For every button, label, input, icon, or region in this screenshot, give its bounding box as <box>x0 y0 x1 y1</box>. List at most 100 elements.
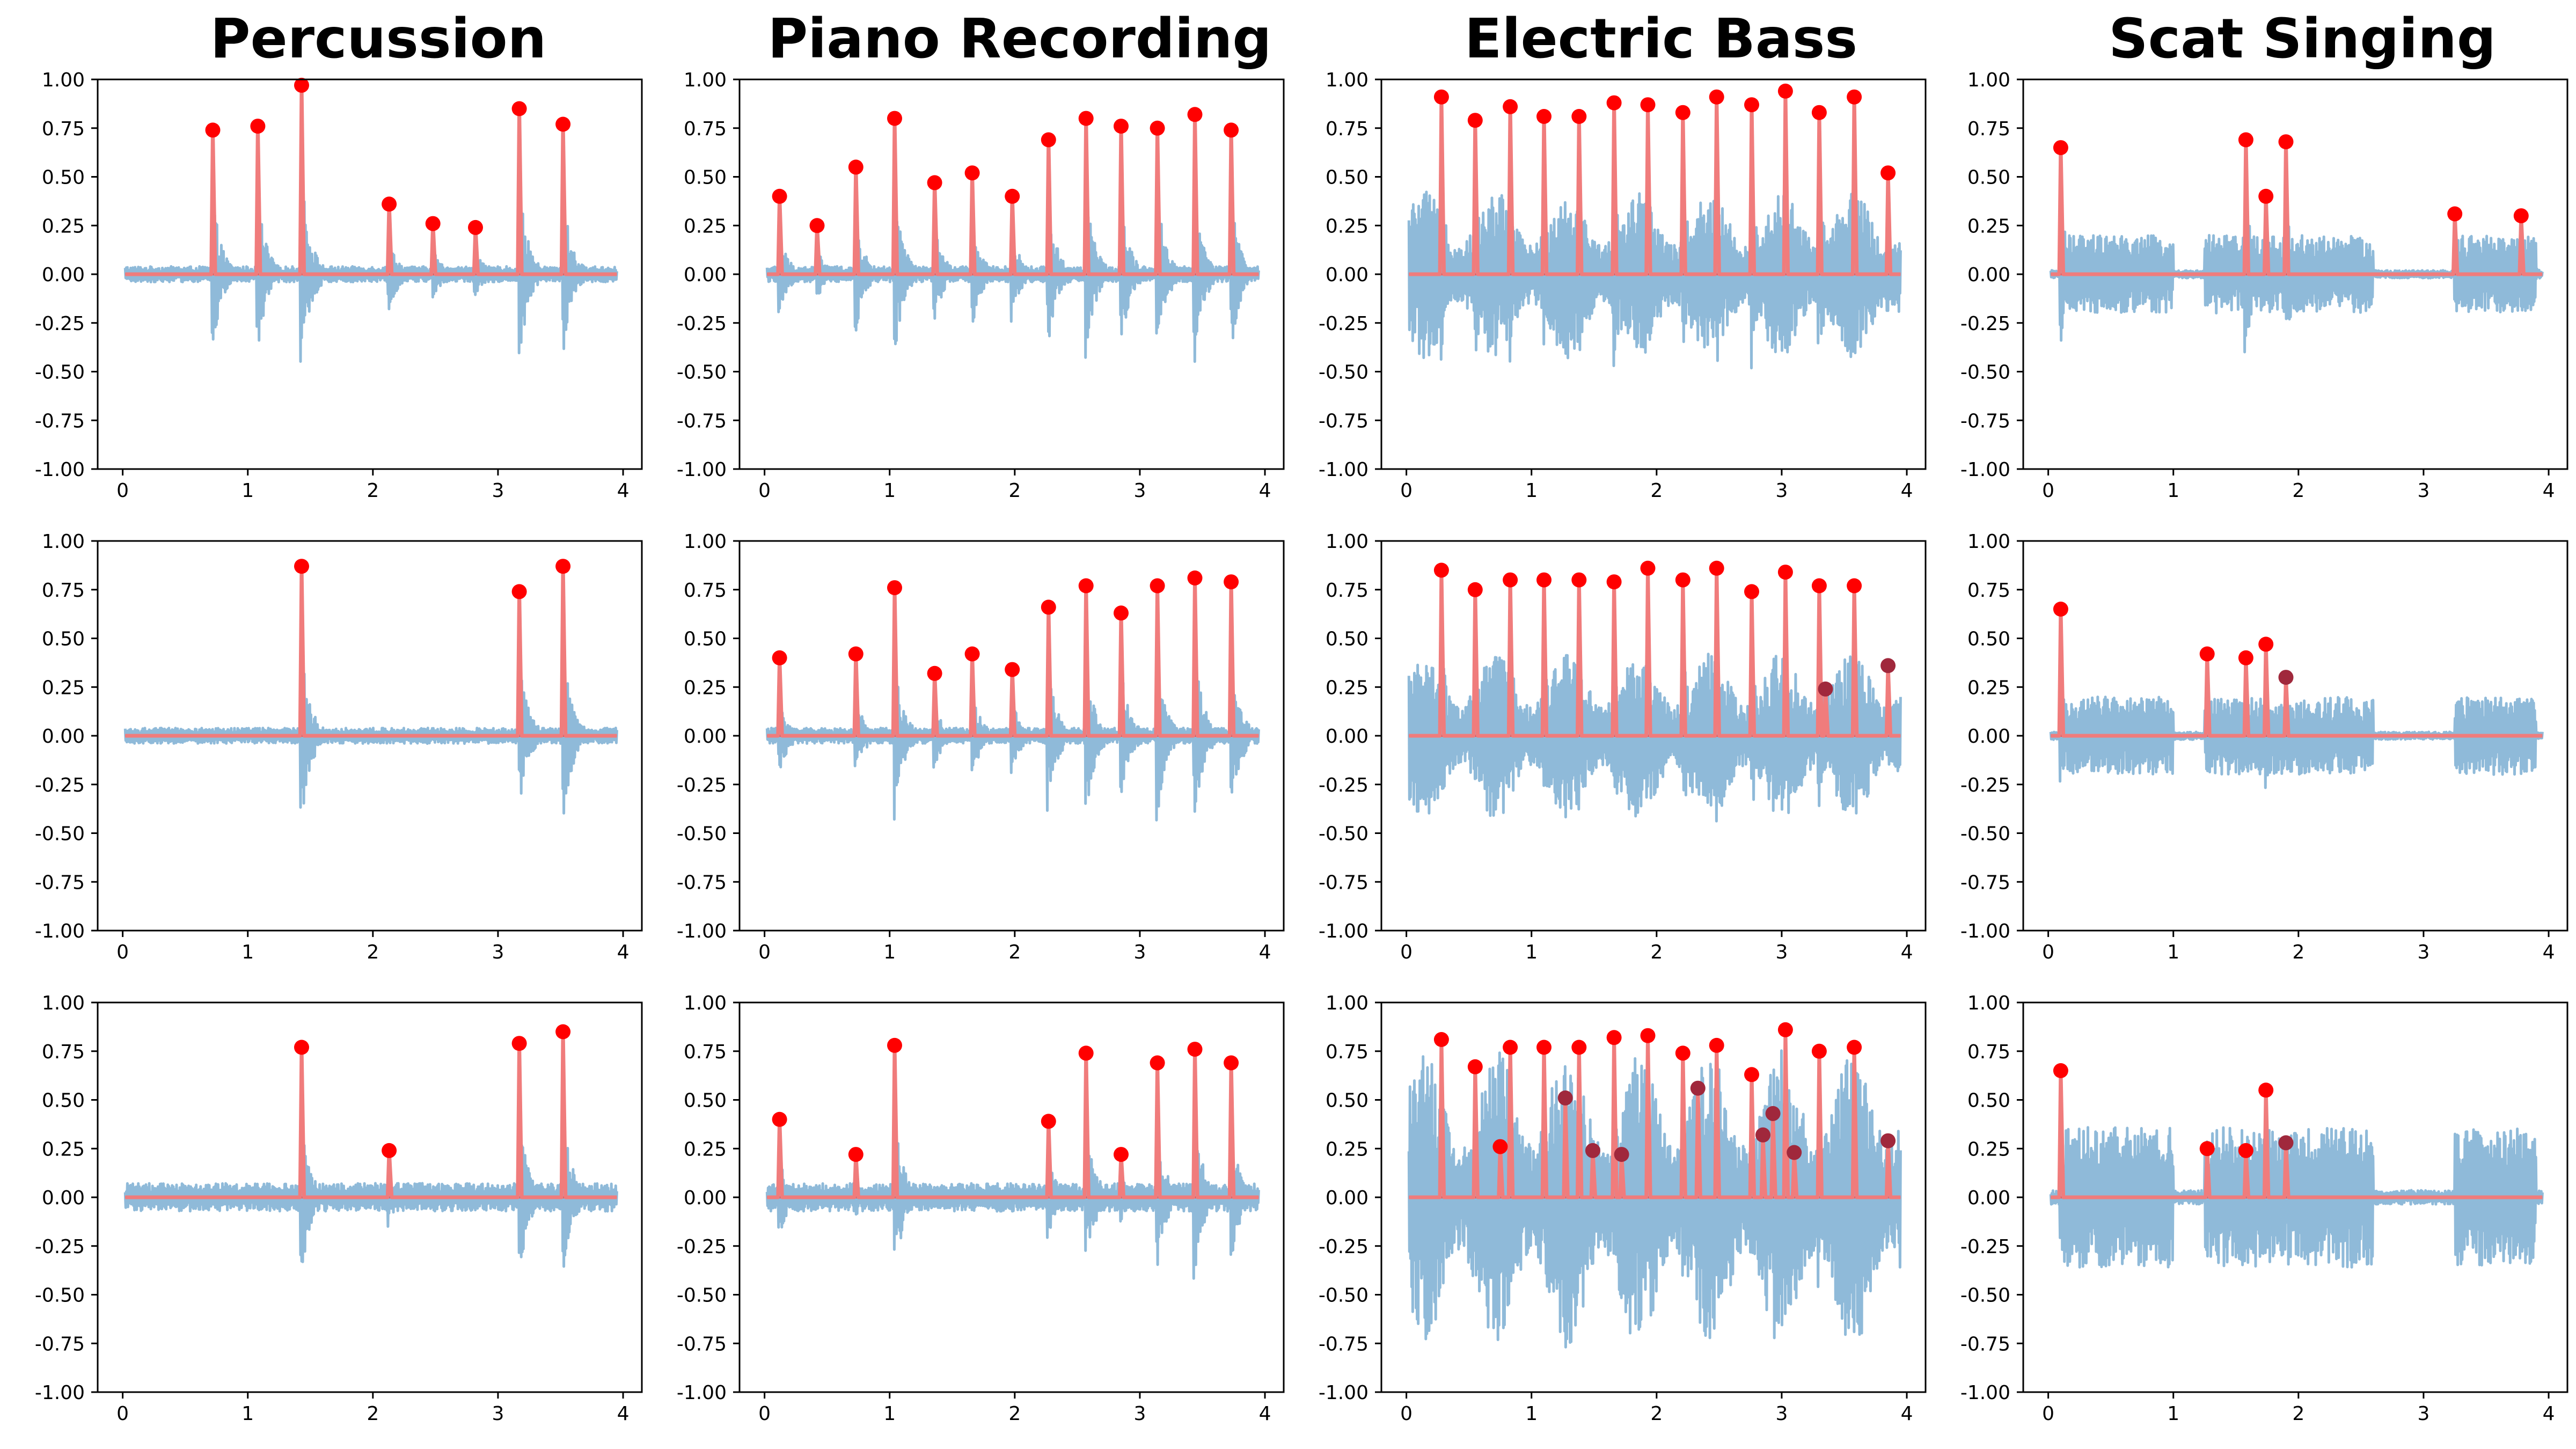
onset-peak-marker <box>1078 1045 1094 1061</box>
x-tick-label: 1 <box>1525 941 1538 963</box>
onset-peak-marker <box>1709 560 1724 576</box>
plot-area <box>765 576 1260 822</box>
x-tick-label: 2 <box>367 480 379 502</box>
x-tick-label: 1 <box>241 480 254 502</box>
plot-area <box>2049 1069 2544 1269</box>
onset-peak-marker <box>511 101 527 116</box>
onset-peak-marker <box>2258 1082 2274 1098</box>
y-tick-label: 0.50 <box>42 1090 85 1112</box>
y-tick-label: 0.00 <box>1326 264 1368 286</box>
y-tick-label: -0.25 <box>1319 774 1368 796</box>
x-tick-label: 4 <box>2543 941 2555 963</box>
onset-envelope-series <box>125 1030 617 1199</box>
x-tick-label: 0 <box>116 480 129 502</box>
y-tick-label: 0.50 <box>684 167 727 189</box>
y-tick-label: 0.25 <box>1326 1138 1368 1160</box>
onset-peak-marker <box>2447 206 2463 222</box>
onset-peak-marker <box>1114 119 1129 134</box>
y-tick-label: 0.50 <box>684 1090 727 1112</box>
y-tick-label: -0.25 <box>1960 313 2010 335</box>
onset-peak-marker <box>2278 670 2294 685</box>
x-tick-label: 1 <box>883 480 896 502</box>
y-tick-label: 0.75 <box>42 580 85 602</box>
y-tick-label: -0.50 <box>35 823 85 845</box>
y-tick-label: -0.25 <box>35 1236 85 1258</box>
onset-peak-marker <box>1709 89 1724 105</box>
onset-peak-marker <box>1503 1040 1518 1055</box>
onset-peak-marker <box>205 122 221 138</box>
x-tick-label: 1 <box>1525 1403 1538 1425</box>
y-tick-label: -0.75 <box>677 1333 727 1355</box>
onset-peak-marker <box>1880 658 1896 674</box>
onset-peak-marker <box>294 559 309 574</box>
y-tick-label: -0.25 <box>1960 774 2010 796</box>
x-tick-label: 2 <box>1650 1403 1663 1425</box>
subplot-r2-c3: 1.00 0.75 0.50 0.25 0.00 -0.25 -0.50 -0.75 -1.00… <box>1960 992 2568 1425</box>
onset-peak-marker <box>2199 1141 2215 1157</box>
onset-peak-marker <box>1536 109 1552 124</box>
y-tick-label: 0.25 <box>1967 215 2010 237</box>
x-tick-label: 0 <box>758 941 771 963</box>
x-tick-label: 1 <box>241 941 254 963</box>
x-tick-label: 2 <box>1008 1403 1021 1425</box>
onset-peak-marker <box>887 1037 902 1053</box>
onset-peak-marker <box>1709 1037 1724 1053</box>
x-tick-label: 4 <box>617 1403 630 1425</box>
onset-peak-marker <box>2238 132 2253 148</box>
y-tick-label: -1.00 <box>35 459 85 481</box>
waveform-series <box>123 181 618 363</box>
y-tick-label: -0.25 <box>677 1236 727 1258</box>
onset-peak-marker <box>1005 662 1020 677</box>
onset-peak-marker <box>1811 578 1827 594</box>
x-tick-label: 0 <box>1400 1403 1413 1425</box>
column-title-electric-bass: Electric Bass <box>1464 7 1858 71</box>
onset-envelope-series <box>125 564 617 738</box>
onset-peak-marker <box>1041 1114 1056 1129</box>
y-tick-label: 0.75 <box>1326 580 1368 602</box>
y-tick-label: 0.25 <box>684 1138 727 1160</box>
y-tick-label: 0.75 <box>684 580 727 602</box>
x-tick-label: 2 <box>2292 480 2304 502</box>
y-tick-label: 0.75 <box>1326 1041 1368 1063</box>
y-tick-label: 0.25 <box>684 215 727 237</box>
onset-peak-marker <box>382 1143 397 1158</box>
plot-area <box>2049 607 2544 789</box>
onset-peak-marker <box>2238 1143 2253 1158</box>
subplot-r2-c1: 1.00 0.75 0.50 0.25 0.00 -0.25 -0.50 -0.75 -1.00… <box>677 992 1285 1425</box>
y-tick-label: 0.50 <box>1967 167 2010 189</box>
y-tick-label: 1.00 <box>42 992 85 1014</box>
waveform-series <box>123 1109 618 1268</box>
onset-peak-marker <box>1224 1055 1239 1071</box>
onset-peak-marker <box>1675 1045 1690 1061</box>
y-tick-label: 0.75 <box>684 1041 727 1063</box>
waveform-series <box>2049 682 2544 789</box>
y-tick-label: -0.25 <box>1319 1236 1368 1258</box>
y-tick-label: 1.00 <box>684 69 727 91</box>
y-tick-label: 0.00 <box>684 264 727 286</box>
onset-peak-marker <box>1041 599 1056 615</box>
x-tick-label: 1 <box>1525 480 1538 502</box>
y-tick-label: 0.00 <box>1326 1187 1368 1209</box>
onset-peak-marker <box>1467 582 1483 597</box>
plot-area <box>765 1043 1260 1280</box>
waveform-series <box>2049 1126 2544 1269</box>
onset-peak-marker <box>1571 1040 1587 1055</box>
y-tick-label: -1.00 <box>677 920 727 942</box>
onset-peak-marker <box>1777 1022 1793 1037</box>
onset-peak-marker <box>1640 560 1656 576</box>
subplot-r1-c3: 1.00 0.75 0.50 0.25 0.00 -0.25 -0.50 -0.75 -1.00… <box>1960 531 2568 963</box>
y-tick-label: -1.00 <box>35 1382 85 1404</box>
x-tick-label: 3 <box>492 480 504 502</box>
x-tick-label: 3 <box>492 1403 504 1425</box>
y-tick-label: 0.75 <box>1967 118 2010 140</box>
onset-peak-marker <box>1503 99 1518 114</box>
y-tick-label: -0.75 <box>1960 1333 2010 1355</box>
subplot-r1-c2: 1.00 0.75 0.50 0.25 0.00 -0.25 -0.50 -0.75 -1.00… <box>1319 531 1927 963</box>
onset-peak-marker <box>425 216 441 231</box>
y-tick-label: 0.25 <box>1326 215 1368 237</box>
y-tick-label: -0.25 <box>35 774 85 796</box>
onset-peak-marker <box>1606 95 1622 111</box>
y-tick-label: -0.50 <box>1960 1285 2010 1307</box>
